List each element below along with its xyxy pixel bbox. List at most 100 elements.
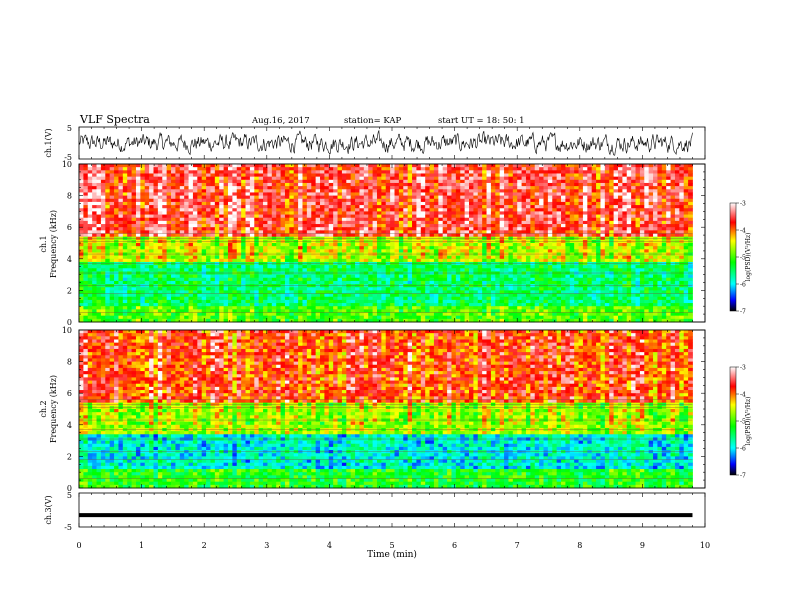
- spectrogram-cell: [109, 243, 115, 247]
- spectrogram-cell: [245, 192, 251, 196]
- spectrogram-cell: [609, 220, 614, 225]
- spectrogram-cell: [127, 249, 132, 253]
- spectrogram-cell: [433, 230, 439, 234]
- spectrogram-cell: [333, 249, 338, 253]
- spectrogram-cell: [486, 182, 492, 187]
- spectrogram-cell: [337, 186, 343, 190]
- spectrogram-cell: [385, 173, 391, 178]
- spectrogram-cell: [83, 186, 89, 190]
- spectrogram-cell: [79, 208, 84, 212]
- spectrogram-cell: [306, 198, 312, 203]
- spectrogram-cell: [482, 176, 487, 181]
- spectrogram-cell: [539, 211, 544, 215]
- spectrogram-cell: [355, 189, 360, 193]
- spectrogram-cell: [337, 246, 343, 250]
- spectrogram-cell: [539, 173, 544, 178]
- spectrogram-cell: [188, 220, 194, 225]
- spectrogram-cell: [639, 214, 645, 219]
- spectrogram-cell: [543, 182, 549, 187]
- spectrogram-cell: [140, 182, 146, 187]
- spectrogram-cell: [127, 186, 132, 190]
- spectrogram-cell: [473, 233, 479, 238]
- spectrogram-cell: [639, 170, 645, 174]
- spectrogram-cell: [320, 217, 325, 222]
- spectrogram-cell: [600, 208, 606, 212]
- spectrogram-cell: [596, 255, 601, 260]
- spectrogram-cell: [236, 227, 242, 231]
- spectrogram-cell: [219, 214, 224, 219]
- spectrogram-cell: [447, 176, 452, 181]
- spectrogram-cell: [320, 167, 325, 171]
- spectrogram-cell: [635, 211, 641, 215]
- spectrogram-cell: [298, 268, 303, 272]
- spectrogram-cell: [416, 182, 422, 187]
- spectrogram-cell: [276, 246, 281, 250]
- spectrogram-cell: [433, 233, 439, 238]
- spectrogram-cell: [394, 268, 400, 272]
- spectrogram-cell: [271, 208, 277, 212]
- spectrogram-cell: [403, 182, 409, 187]
- spectrogram-cell: [79, 164, 84, 168]
- spectrogram-cell: [206, 192, 211, 196]
- spectrogram-cell: [149, 198, 154, 203]
- spectrogram-cell: [666, 217, 671, 222]
- spectrogram-cell: [688, 189, 693, 193]
- spectrogram-cell: [368, 208, 373, 212]
- spectrogram-cell: [394, 179, 400, 184]
- spectrogram-cell: [135, 224, 141, 228]
- spectrogram-cell: [442, 189, 448, 193]
- spectrogram-cell: [105, 198, 111, 203]
- spectrogram-cell: [298, 233, 303, 238]
- spectrogram-cell: [350, 243, 356, 247]
- spectrogram-cell: [622, 192, 628, 196]
- spectrogram-cell: [447, 167, 452, 171]
- spectrogram-cell: [394, 198, 400, 203]
- spectrogram-cell: [482, 224, 487, 228]
- spectrogram-cell: [477, 249, 483, 253]
- spectrogram-cell: [482, 246, 487, 250]
- spectrogram-cell: [657, 268, 663, 272]
- spectrogram-cell: [227, 208, 233, 212]
- spectrogram-cell: [635, 258, 641, 263]
- spectrogram-cell: [464, 170, 470, 174]
- spectrogram-cell: [587, 227, 593, 231]
- spectrogram-cell: [455, 246, 461, 250]
- spectrogram-cell: [416, 170, 422, 174]
- spectrogram-cell: [223, 246, 229, 250]
- spectrogram-cell: [79, 230, 84, 234]
- spectrogram-cell: [451, 173, 457, 178]
- spectrogram-cell: [416, 198, 422, 203]
- spectrogram-cell: [241, 164, 246, 168]
- spectrogram-cell: [521, 217, 527, 222]
- spectrogram-cell: [403, 189, 409, 193]
- spectrogram-cell: [105, 167, 111, 171]
- spectrogram-cell: [188, 208, 194, 212]
- spectrogram-cell: [306, 246, 312, 250]
- spectrogram-cell: [140, 164, 146, 168]
- spectrogram-cell: [587, 224, 593, 228]
- spectrogram-cell: [324, 265, 330, 269]
- spectrogram-cell: [482, 173, 487, 178]
- spectrogram-cell: [429, 192, 435, 196]
- spectrogram-cell: [306, 179, 312, 184]
- spectrogram-cell: [144, 201, 150, 206]
- spectrogram-cell: [539, 182, 544, 187]
- spectrogram-cell: [162, 170, 168, 174]
- spectrogram-cell: [184, 265, 189, 269]
- spectrogram-cell: [315, 189, 321, 193]
- spectrogram-cell: [140, 173, 146, 178]
- spectrogram-cell: [223, 258, 229, 263]
- spectrogram-cell: [420, 255, 426, 260]
- spectrogram-cell: [359, 186, 365, 190]
- spectrogram-cell: [175, 198, 181, 203]
- spectrogram-cell: [184, 201, 189, 206]
- spectrogram-cell: [635, 208, 641, 212]
- spectrogram-cell: [346, 205, 352, 209]
- spectrogram-cell: [574, 189, 579, 193]
- spectrogram-cell: [184, 246, 189, 250]
- spectrogram-cell: [425, 189, 430, 193]
- spectrogram-cell: [574, 217, 579, 222]
- spectrogram-cell: [565, 224, 571, 228]
- spectrogram-cell: [87, 258, 93, 263]
- spectrogram-cell: [372, 195, 378, 200]
